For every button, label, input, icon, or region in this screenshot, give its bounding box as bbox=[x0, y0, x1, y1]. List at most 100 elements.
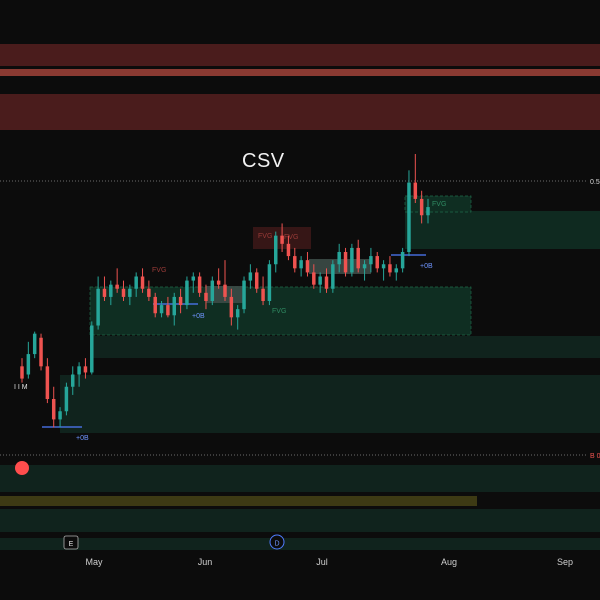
plus-label-2: +0B bbox=[192, 313, 205, 320]
candle-body bbox=[419, 198, 424, 216]
candle-body bbox=[210, 280, 215, 301]
candle-body bbox=[115, 284, 119, 289]
candle-body bbox=[102, 288, 107, 297]
month-label-jun: Jun bbox=[198, 557, 213, 567]
candle-body bbox=[166, 305, 170, 316]
candle-body bbox=[356, 247, 360, 269]
month-label-may: May bbox=[85, 557, 103, 567]
demand-zone-wide bbox=[90, 336, 600, 358]
candle-body bbox=[318, 276, 322, 285]
candle-body bbox=[280, 235, 284, 244]
candle-body bbox=[369, 256, 373, 265]
candle-body bbox=[128, 288, 132, 297]
candle-body bbox=[413, 182, 418, 199]
event-marker-d[interactable]: D bbox=[269, 534, 285, 550]
fvg-label-5: FVG bbox=[432, 201, 446, 208]
candle-body bbox=[90, 325, 94, 373]
candle-body bbox=[32, 333, 37, 355]
yellow-band bbox=[0, 496, 477, 506]
support-band-3 bbox=[0, 538, 600, 550]
candle-body bbox=[197, 276, 202, 293]
candle-body bbox=[64, 386, 69, 412]
candle-body bbox=[20, 366, 24, 379]
plus-label-1: +0B bbox=[76, 435, 89, 442]
candle-body bbox=[267, 264, 272, 301]
candle-body bbox=[388, 264, 392, 273]
left-marker-label: I I M bbox=[14, 384, 28, 391]
resistance-line bbox=[0, 69, 600, 76]
candle-body bbox=[305, 260, 310, 273]
candle-body bbox=[350, 247, 354, 273]
support-band-1 bbox=[0, 465, 600, 492]
alert-dot[interactable] bbox=[15, 461, 29, 475]
candle-body bbox=[426, 207, 430, 216]
fvg-label-3: FVG bbox=[284, 234, 298, 241]
candle-body bbox=[45, 366, 50, 399]
resistance-band-lower bbox=[0, 94, 600, 130]
fvg-label-4: FVG bbox=[272, 308, 286, 315]
candle-body bbox=[381, 264, 386, 269]
candle-body bbox=[216, 280, 221, 285]
candle-body bbox=[242, 280, 246, 310]
candle-body bbox=[324, 276, 329, 289]
support-band-2 bbox=[0, 509, 600, 532]
candle-body bbox=[293, 256, 297, 269]
candle-body bbox=[254, 272, 259, 289]
candle-body bbox=[147, 288, 151, 297]
level-label-bottom: B 0 bbox=[590, 453, 600, 460]
candle-body bbox=[229, 296, 234, 318]
svg-text:D: D bbox=[274, 541, 279, 548]
candle-body bbox=[109, 284, 113, 297]
event-marker-e[interactable]: E bbox=[63, 535, 79, 550]
candle-body bbox=[178, 296, 183, 306]
candle-body bbox=[121, 288, 126, 297]
candle-body bbox=[134, 276, 138, 289]
candle-body bbox=[394, 268, 399, 273]
candle-body bbox=[204, 292, 208, 301]
candle-body bbox=[71, 374, 75, 387]
candle-body bbox=[337, 252, 341, 265]
candle-body bbox=[407, 182, 411, 252]
candle-body bbox=[286, 243, 291, 257]
svg-text:E: E bbox=[69, 541, 74, 548]
candle-body bbox=[77, 366, 81, 375]
candle-body bbox=[375, 256, 379, 269]
demand-zone-lower bbox=[60, 375, 600, 433]
candle-body bbox=[51, 399, 56, 420]
candle-body bbox=[261, 288, 265, 301]
fvg-zone-right-upper bbox=[405, 211, 600, 249]
candle-body bbox=[140, 276, 145, 289]
month-label-sep: Sep bbox=[557, 557, 573, 567]
candle-body bbox=[153, 296, 157, 314]
candle-body bbox=[343, 252, 348, 273]
candle-body bbox=[274, 235, 278, 265]
candle-body bbox=[235, 309, 240, 318]
fvg-label-1: FVG bbox=[152, 267, 166, 274]
level-label-top: 0.5 bbox=[590, 179, 600, 186]
candle-body bbox=[39, 337, 43, 367]
candle-body bbox=[159, 305, 164, 314]
candle-body bbox=[26, 354, 31, 375]
candle-body bbox=[191, 276, 196, 281]
candle-body bbox=[362, 264, 367, 269]
candle-body bbox=[331, 264, 335, 289]
candle-body bbox=[299, 260, 303, 269]
fvg-label-2: FVG bbox=[258, 233, 272, 240]
candle-body bbox=[185, 280, 189, 306]
candle-body bbox=[96, 288, 100, 326]
month-label-aug: Aug bbox=[441, 557, 457, 567]
gray-zone-2 bbox=[309, 259, 371, 274]
month-label-jul: Jul bbox=[316, 557, 328, 567]
plus-label-3: +0B bbox=[420, 263, 433, 270]
candle-body bbox=[400, 252, 405, 269]
candle-body bbox=[58, 411, 62, 420]
candle-body bbox=[312, 272, 316, 285]
chart-title: CSV bbox=[242, 150, 285, 172]
candle-body bbox=[83, 366, 88, 373]
candle-body bbox=[223, 284, 227, 297]
candles-group bbox=[20, 154, 430, 428]
candle-body bbox=[248, 272, 253, 281]
resistance-band-upper bbox=[0, 44, 600, 66]
